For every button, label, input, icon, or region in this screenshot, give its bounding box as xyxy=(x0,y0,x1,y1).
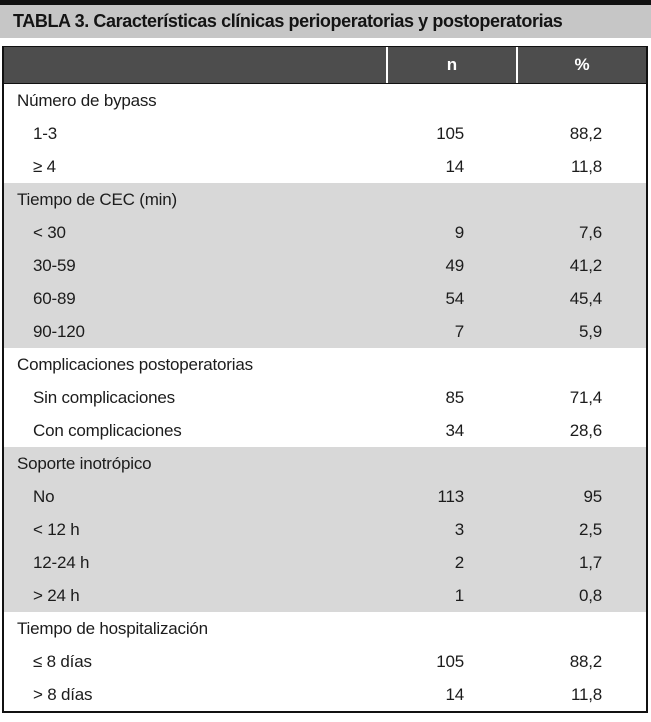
cell-n: 113 xyxy=(437,486,464,506)
cell-percent: 11,8 xyxy=(570,156,602,176)
row-label: < 30 xyxy=(33,222,66,242)
table-row: Sin complicaciones 85 71,4 xyxy=(4,381,646,414)
table-section: Tiempo de CEC (min) < 30 9 7,6 30-59 49 41,2 60… xyxy=(4,183,646,348)
row-label: 90-120 xyxy=(33,321,85,341)
table-row: Con complicaciones 34 28,6 xyxy=(4,414,646,447)
row-label: Con complicaciones xyxy=(33,420,182,440)
section-header-label: Complicaciones postoperatorias xyxy=(17,354,253,374)
row-label: > 24 h xyxy=(33,585,80,605)
section-header-row: Complicaciones postoperatorias xyxy=(4,348,646,381)
cell-n: 14 xyxy=(445,156,464,176)
table-row: > 24 h 1 0,8 xyxy=(4,579,646,612)
cell-n: 14 xyxy=(445,684,464,704)
section-header-label: Tiempo de hospitalización xyxy=(17,618,208,638)
cell-n: 1 xyxy=(454,585,464,605)
table-row: < 30 9 7,6 xyxy=(4,216,646,249)
section-header-label: Número de bypass xyxy=(17,90,157,110)
table-row: 60-89 54 45,4 xyxy=(4,282,646,315)
cell-n: 34 xyxy=(445,420,464,440)
table-row: 90-120 7 5,9 xyxy=(4,315,646,348)
row-label: ≤ 8 días xyxy=(33,651,92,671)
row-label: Sin complicaciones xyxy=(33,387,175,407)
cell-percent: 71,4 xyxy=(569,387,602,407)
table-section: Tiempo de hospitalización ≤ 8 días 105 88,2… xyxy=(4,612,646,711)
table-row: ≥ 4 14 11,8 xyxy=(4,150,646,183)
row-label: 12-24 h xyxy=(33,552,90,572)
cell-percent: 88,2 xyxy=(569,651,602,671)
table-row: < 12 h 3 2,5 xyxy=(4,513,646,546)
header-cell-empty xyxy=(4,47,386,83)
table-body: Número de bypass 1-3 105 88,2 ≥ 4 14 11,8 Tiemp… xyxy=(4,84,646,711)
table-row: 30-59 49 41,2 xyxy=(4,249,646,282)
table-row: ≤ 8 días 105 88,2 xyxy=(4,645,646,678)
cell-percent: 0,8 xyxy=(578,585,602,605)
section-header-row: Tiempo de CEC (min) xyxy=(4,183,646,216)
table-row: > 8 días 14 11,8 xyxy=(4,678,646,711)
row-label: ≥ 4 xyxy=(33,156,56,176)
row-label: < 12 h xyxy=(33,519,80,539)
row-label: 1-3 xyxy=(33,123,57,143)
cell-n: 105 xyxy=(436,123,464,143)
cell-percent: 2,5 xyxy=(578,519,602,539)
table-section: Soporte inotrópico No 113 95 < 12 h 3 2,5 12-24… xyxy=(4,447,646,612)
table-row: 12-24 h 2 1,7 xyxy=(4,546,646,579)
cell-percent: 88,2 xyxy=(569,123,602,143)
cell-percent: 95 xyxy=(583,486,602,506)
section-header-row: Tiempo de hospitalización xyxy=(4,612,646,645)
section-header-label: Soporte inotrópico xyxy=(17,453,152,473)
table-section: Complicaciones postoperatorias Sin compli… xyxy=(4,348,646,447)
cell-percent: 28,6 xyxy=(569,420,602,440)
table-row: No 113 95 xyxy=(4,480,646,513)
cell-percent: 5,9 xyxy=(578,321,602,341)
row-label: 60-89 xyxy=(33,288,76,308)
cell-percent: 1,7 xyxy=(578,552,602,572)
table-row: 1-3 105 88,2 xyxy=(4,117,646,150)
cell-percent: 45,4 xyxy=(569,288,602,308)
section-header-label: Tiempo de CEC (min) xyxy=(17,189,177,209)
cell-n: 7 xyxy=(454,321,464,341)
table-section: Número de bypass 1-3 105 88,2 ≥ 4 14 11,8 xyxy=(4,84,646,183)
cell-percent: 41,2 xyxy=(569,255,602,275)
cell-n: 85 xyxy=(445,387,464,407)
section-header-row: Soporte inotrópico xyxy=(4,447,646,480)
cell-n: 49 xyxy=(445,255,464,275)
header-cell-n: n xyxy=(386,47,516,83)
table-header-row: n % xyxy=(4,46,646,84)
section-header-row: Número de bypass xyxy=(4,84,646,117)
row-label: 30-59 xyxy=(33,255,76,275)
row-label: No xyxy=(33,486,55,506)
cell-n: 54 xyxy=(445,288,464,308)
row-label: > 8 días xyxy=(33,684,93,704)
table-title: TABLA 3. Características clínicas periop… xyxy=(13,11,563,31)
clinical-characteristics-table: n % Número de bypass 1-3 105 88,2 ≥ 4 14 11,8 T… xyxy=(2,46,648,713)
cell-percent: 11,8 xyxy=(570,684,602,704)
cell-percent: 7,6 xyxy=(578,222,602,242)
cell-n: 9 xyxy=(454,222,464,242)
header-cell-percent: % xyxy=(516,47,646,83)
cell-n: 3 xyxy=(454,519,464,539)
cell-n: 2 xyxy=(454,552,464,572)
table-title-bar: TABLA 3. Características clínicas periop… xyxy=(0,0,651,38)
cell-n: 105 xyxy=(436,651,464,671)
